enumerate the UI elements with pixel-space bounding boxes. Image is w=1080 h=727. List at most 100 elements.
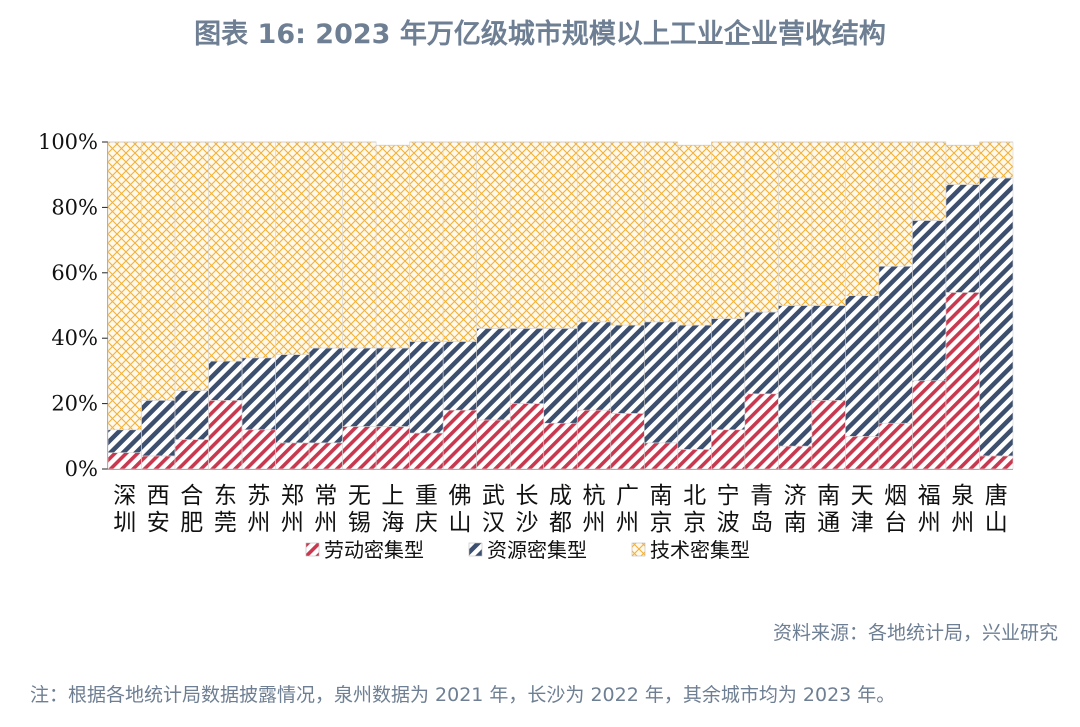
legend-label-3: 技术密集型 xyxy=(650,538,750,562)
bar-segment-3-上海 xyxy=(375,144,410,349)
x-tick-char: 青 xyxy=(750,483,773,509)
x-tick-label: 常州 xyxy=(314,483,337,536)
x-tick-label: 武汉 xyxy=(482,483,505,536)
bar-segment-3-西安 xyxy=(141,141,176,401)
bar-segment-2-上海 xyxy=(375,347,410,427)
bar-segment-1-宁波 xyxy=(711,429,746,470)
x-tick-char: 成 xyxy=(549,483,572,509)
bar-segment-1-合肥 xyxy=(174,439,209,470)
x-tick-label: 上海 xyxy=(381,483,404,536)
bar-segment-1-佛山 xyxy=(442,409,478,470)
x-tick-char: 广 xyxy=(616,483,639,509)
x-tick-label: 长沙 xyxy=(515,483,538,536)
x-tick-char: 烟 xyxy=(884,483,907,509)
x-tick-label: 宁波 xyxy=(717,483,740,536)
bar-segment-2-佛山 xyxy=(442,341,478,411)
bar-segment-1-唐山 xyxy=(979,455,1014,470)
bar-segment-3-北京 xyxy=(677,144,712,326)
x-tick-label: 青岛 xyxy=(750,483,773,536)
x-tick-char: 州 xyxy=(247,510,270,536)
x-tick-label: 苏州 xyxy=(247,483,270,536)
x-tick-label: 无锡 xyxy=(348,483,371,536)
x-tick-char: 泉 xyxy=(951,483,974,509)
bar-segment-1-青岛 xyxy=(744,393,779,470)
bar-segment-3-烟台 xyxy=(878,141,913,267)
x-tick-char: 庆 xyxy=(415,510,438,536)
bar-segment-3-南通 xyxy=(811,141,846,306)
bar-segment-1-郑州 xyxy=(275,442,310,470)
x-tick-char: 无 xyxy=(348,483,371,509)
bar-segment-2-无锡 xyxy=(342,347,377,427)
bar-segment-3-济南 xyxy=(778,141,813,306)
x-tick-char: 重 xyxy=(415,483,438,509)
bar-segment-3-广州 xyxy=(610,141,645,326)
bar-segment-1-西安 xyxy=(141,455,176,470)
bar-segment-2-郑州 xyxy=(275,354,310,444)
x-tick-char: 南 xyxy=(650,483,673,509)
x-tick-char: 津 xyxy=(851,510,874,536)
legend-swatch-3 xyxy=(631,542,646,557)
bar-segment-2-合肥 xyxy=(174,390,209,440)
bar-segment-2-武汉 xyxy=(476,328,511,421)
bar-segment-3-苏州 xyxy=(241,141,276,359)
bar-segment-1-常州 xyxy=(308,442,343,470)
bar-segment-2-南京 xyxy=(643,321,679,444)
bar-segment-2-广州 xyxy=(610,324,645,414)
bar-segment-2-北京 xyxy=(677,324,712,450)
bar-segment-3-佛山 xyxy=(442,141,478,342)
bar-segment-3-杭州 xyxy=(576,141,612,323)
bar-segment-3-宁波 xyxy=(711,141,746,319)
x-tick-label: 广州 xyxy=(616,483,639,536)
bar-segment-3-成都 xyxy=(543,141,578,329)
chart-legend: 劳动密集型 资源密集型 技术密集型 xyxy=(305,538,750,562)
x-tick-char: 郑 xyxy=(281,483,304,509)
bar-segment-2-苏州 xyxy=(241,357,276,431)
bar-segment-3-郑州 xyxy=(275,141,310,355)
x-tick-label: 西安 xyxy=(147,483,170,536)
x-tick-char: 台 xyxy=(884,510,907,536)
x-tick-char: 京 xyxy=(683,510,706,536)
bar-segment-2-天津 xyxy=(845,295,880,437)
x-tick-char: 州 xyxy=(616,510,639,536)
bar-segment-1-成都 xyxy=(543,422,578,470)
x-tick-label: 唐山 xyxy=(985,483,1008,536)
bar-segment-2-南通 xyxy=(811,305,846,401)
bar-segment-3-常州 xyxy=(308,141,343,349)
bar-segment-2-宁波 xyxy=(711,318,746,431)
x-tick-char: 宁 xyxy=(717,483,740,509)
x-tick-char: 南 xyxy=(817,483,840,509)
x-tick-label: 重庆 xyxy=(415,483,438,536)
bar-segment-3-青岛 xyxy=(744,141,779,313)
bar-segment-2-深圳 xyxy=(107,429,142,453)
bar-segment-2-青岛 xyxy=(744,311,779,395)
x-tick-label: 东莞 xyxy=(214,483,237,536)
bar-segment-3-唐山 xyxy=(979,141,1014,179)
legend-label-2: 资源密集型 xyxy=(487,538,587,562)
bar-segment-3-东莞 xyxy=(208,141,243,362)
x-tick-label: 北京 xyxy=(683,483,706,536)
bar-segment-1-武汉 xyxy=(476,419,511,470)
y-tick-label: 20% xyxy=(51,392,98,416)
x-tick-label: 济南 xyxy=(784,483,807,536)
x-tick-char: 常 xyxy=(314,483,337,509)
x-tick-label: 郑州 xyxy=(281,483,304,536)
x-tick-char: 都 xyxy=(549,510,572,536)
x-tick-char: 安 xyxy=(147,510,170,536)
bar-segment-1-上海 xyxy=(375,426,410,470)
bar-segment-2-成都 xyxy=(543,328,578,424)
bar-segment-1-福州 xyxy=(912,380,947,470)
y-tick-label: 40% xyxy=(51,326,98,350)
x-tick-char: 长 xyxy=(515,483,538,509)
bar-segment-3-深圳 xyxy=(107,141,142,431)
bar-segment-2-杭州 xyxy=(576,321,612,411)
x-tick-label: 福州 xyxy=(918,483,941,536)
x-tick-label: 泉州 xyxy=(951,483,974,536)
x-tick-char: 州 xyxy=(314,510,337,536)
x-tick-label: 天津 xyxy=(851,483,874,536)
x-tick-char: 佛 xyxy=(448,483,471,509)
x-tick-char: 莞 xyxy=(214,510,237,536)
bar-segment-2-常州 xyxy=(308,347,343,444)
bar-segment-3-福州 xyxy=(912,141,947,221)
x-tick-char: 杭 xyxy=(583,483,606,509)
x-tick-char: 南 xyxy=(784,510,807,536)
